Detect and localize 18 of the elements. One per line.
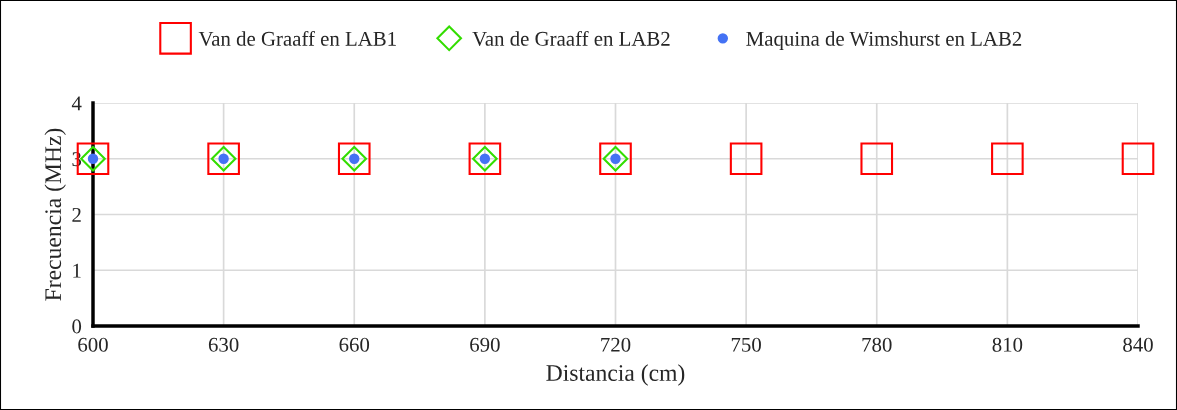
legend-label: Van de Graaff en LAB2 — [472, 30, 670, 46]
x-axis-title: Distancia (cm) — [546, 364, 685, 386]
legend-label: Van de Graaff en LAB1 — [198, 30, 396, 46]
y-tick-label: 1 — [73, 263, 81, 278]
x-tick-label: 690 — [470, 337, 500, 352]
x-tick-label: 630 — [208, 337, 239, 352]
y-tick-label: 4 — [71, 96, 82, 111]
legend-label: Maquina de Wimshurst en LAB2 — [746, 31, 1022, 51]
x-tick-label: 840 — [1123, 337, 1153, 352]
x-tick-label: 810 — [992, 337, 1023, 352]
x-tick-label: 780 — [862, 337, 892, 352]
y-axis-title: Frecuencia (MHz) — [44, 128, 66, 301]
y-tick-label: 0 — [72, 319, 82, 334]
x-tick-label: 600 — [78, 337, 108, 352]
x-tick-label: 750 — [731, 337, 761, 352]
x-tick-label: 720 — [601, 337, 631, 352]
y-tick-label: 2 — [72, 207, 81, 222]
x-tick-label: 660 — [339, 337, 370, 352]
